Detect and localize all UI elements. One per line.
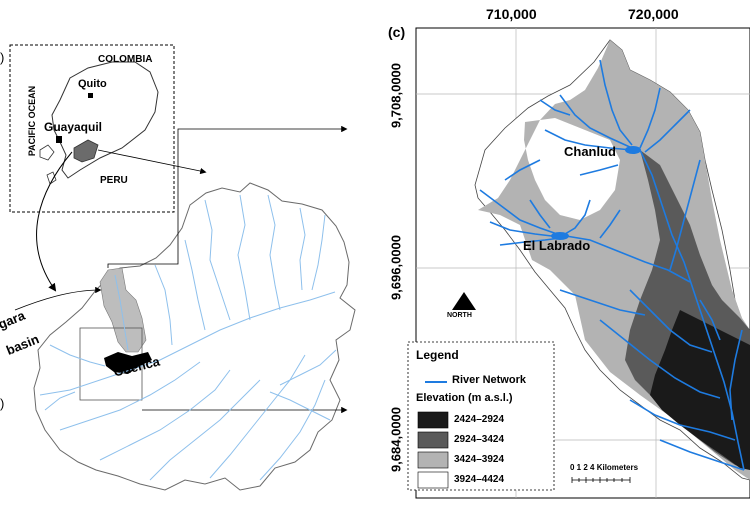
province-arrow [97,149,207,175]
panel-label-b: ) [0,396,5,411]
pacific-ocean-label: PACIFIC OCEAN [27,85,37,157]
y-tick-label: 9,696,0000 [388,234,404,301]
x-tick-label: 710,000 [486,6,537,22]
panel-label-a: ) [0,50,5,65]
legend-elevation-title: Elevation (m a.s.l.) [416,392,513,404]
gulf-island [39,144,55,161]
paute-basin [33,182,356,491]
elevation-zone-2424-2924 [650,310,750,470]
legend-swatch-1 [417,411,449,429]
x-tick-label: 720,000 [628,6,679,22]
panel-label-c: (c) [388,24,406,40]
peru-label: PERU [100,175,128,186]
left-river-network [39,194,337,481]
chanlud-reservoir [625,146,641,154]
legend-swatch-3 [417,451,449,469]
legend-class-label: 2424–2924 [454,414,505,425]
legend-class-label: 3924–4424 [454,474,505,485]
quito-label: Quito [78,78,107,90]
colombia-label: COLOMBIA [98,54,153,65]
y-tick-label: 9,708,0000 [388,62,404,129]
machangara-subbasin [99,267,147,353]
north-label: NORTH [447,312,472,319]
north-arrow-icon [452,292,476,310]
el-labrado-label: El Labrado [523,238,591,253]
right-river-network [479,59,745,471]
cuenca-urban-area [104,352,152,374]
leader-line-top [107,125,348,268]
gulf-island [46,171,57,185]
inset-arrow [36,151,73,292]
quito-marker [88,93,93,98]
chanlud-label: Chanlud [564,144,616,159]
scale-label: 0 1 2 4 Kilometers [570,463,639,472]
subbasin-arrow [14,286,102,311]
study-province [73,139,99,163]
guayaquil-marker [56,136,62,143]
legend-class-label: 3424–3924 [454,454,505,465]
scale-bar [571,477,631,483]
el-labrado-reservoir [551,232,569,240]
y-tick-label: 9,684,0000 [388,406,404,473]
legend-class-label: 2924–3424 [454,434,505,445]
legend-swatch-2 [417,431,449,449]
legend-title: Legend [416,348,459,362]
legend-river-label: River Network [452,374,526,386]
legend-swatch-4 [417,471,449,489]
guayaquil-label: Guayaquil [44,120,103,134]
